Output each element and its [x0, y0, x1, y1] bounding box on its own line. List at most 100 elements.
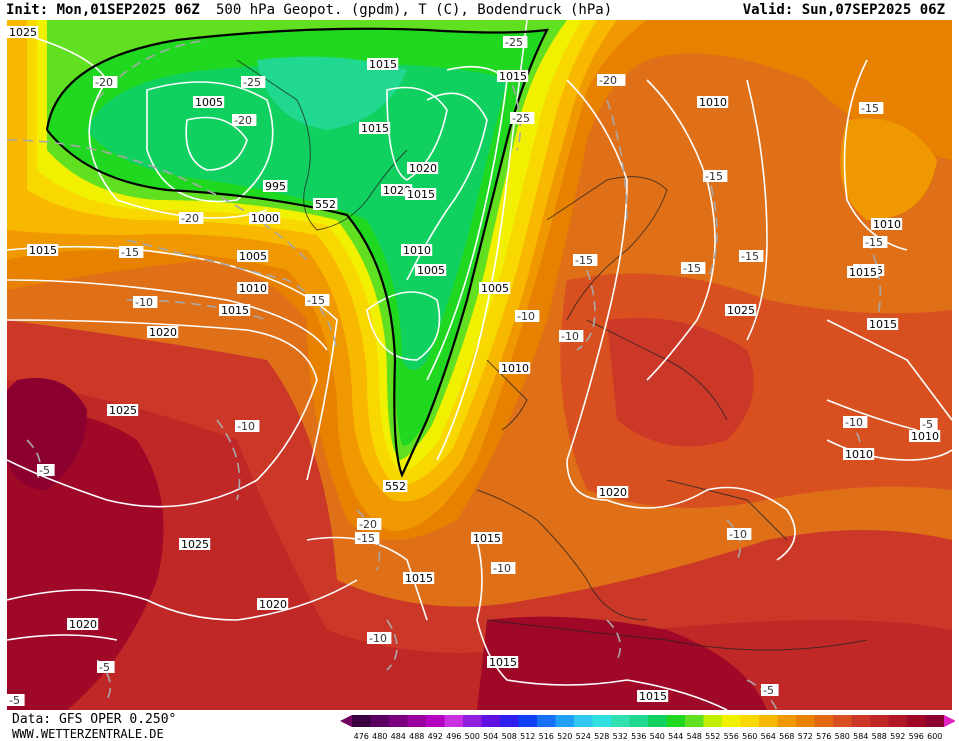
- legend-swatch: [888, 715, 908, 727]
- isobar-label: 1010: [871, 218, 903, 231]
- legend-tick-label: 596: [909, 732, 924, 741]
- legend-swatch: [481, 715, 501, 727]
- legend-swatch: [851, 715, 871, 727]
- temperature-label: -10: [843, 416, 868, 429]
- legend-tick-label: 504: [483, 732, 498, 741]
- legend-swatch: [407, 715, 427, 727]
- svg-text:1010: 1010: [845, 448, 873, 461]
- temperature-label: -10: [133, 296, 158, 309]
- isobar-label: 1005: [193, 96, 225, 109]
- isobar-label: 1010: [401, 244, 433, 257]
- legend-swatch: [685, 715, 704, 727]
- temperature-label: -15: [681, 262, 706, 275]
- svg-text:-10: -10: [517, 310, 535, 323]
- legend-swatch: [703, 715, 723, 727]
- svg-text:-15: -15: [683, 262, 701, 275]
- svg-text:1005: 1005: [417, 264, 445, 277]
- legend-tick-label: 484: [391, 732, 406, 741]
- init-time: Init: Mon,01SEP2025 06Z: [6, 2, 200, 18]
- isobar-label: 1020: [597, 486, 629, 499]
- temperature-labels: -25-20-25-20-25-20-20-15-10-15-10-5-20-1…: [7, 36, 938, 707]
- svg-text:1005: 1005: [481, 282, 509, 295]
- svg-text:-20: -20: [234, 114, 252, 127]
- isobar-label: 1000: [249, 212, 281, 225]
- isobar-label: 1015: [637, 690, 669, 703]
- legend-swatch: [833, 715, 852, 727]
- svg-text:-15: -15: [865, 236, 883, 249]
- svg-text:1000: 1000: [251, 212, 279, 225]
- svg-text:1025: 1025: [9, 26, 37, 39]
- svg-text:-25: -25: [243, 76, 261, 89]
- legend-arrow-left: [340, 715, 352, 727]
- svg-text:-15: -15: [575, 254, 593, 267]
- legend-tick-label: 476: [354, 732, 369, 741]
- svg-text:-5: -5: [39, 464, 50, 477]
- svg-text:1005: 1005: [195, 96, 223, 109]
- svg-text:1015: 1015: [849, 266, 877, 279]
- svg-text:1010: 1010: [699, 96, 727, 109]
- legend-tick-label: 492: [428, 732, 443, 741]
- svg-text:-10: -10: [493, 562, 511, 575]
- legend-tick-label: 560: [742, 732, 757, 741]
- legend-tick-label: 528: [594, 732, 609, 741]
- svg-text:-20: -20: [359, 518, 377, 531]
- temperature-label: -25: [241, 76, 266, 89]
- legend-tick-label: 584: [853, 732, 868, 741]
- legend-swatch: [666, 715, 686, 727]
- valid-time: Valid: Sun,07SEP2025 06Z: [742, 2, 945, 18]
- svg-text:-15: -15: [741, 250, 759, 263]
- svg-text:1015: 1015: [499, 70, 527, 83]
- svg-text:-5: -5: [99, 661, 110, 674]
- isobar-label: 1020: [407, 162, 439, 175]
- svg-text:-20: -20: [181, 212, 199, 225]
- svg-text:-10: -10: [135, 296, 153, 309]
- legend-tick-label: 532: [613, 732, 628, 741]
- legend-swatch: [352, 715, 371, 727]
- legend-bar: 476 480 484 488 492 496 500 504 508 512 516 520 524 5…: [340, 715, 955, 741]
- legend-swatch: [629, 715, 649, 727]
- legend-tick-label: 512: [520, 732, 535, 741]
- temperature-label: -5: [7, 694, 25, 707]
- legend-swatch: [925, 715, 945, 727]
- legend-tick-label: 568: [779, 732, 794, 741]
- isobar-label: 1015: [405, 188, 437, 201]
- svg-text:1015: 1015: [369, 58, 397, 71]
- isobar-label: 1010: [697, 96, 729, 109]
- legend-swatch: [389, 715, 408, 727]
- temperature-label: -15: [119, 246, 144, 259]
- svg-text:-15: -15: [307, 294, 325, 307]
- svg-text:-10: -10: [237, 420, 255, 433]
- legend-tick-label: 496: [446, 732, 461, 741]
- legend-swatch: [592, 715, 612, 727]
- legend-tick-label: 580: [835, 732, 850, 741]
- svg-text:1015: 1015: [407, 188, 435, 201]
- svg-text:1020: 1020: [599, 486, 627, 499]
- temperature-label: -15: [859, 102, 884, 115]
- legend-swatch: [777, 715, 797, 727]
- legend-swatch: [759, 715, 778, 727]
- legend-swatch: [555, 715, 575, 727]
- temperature-label: -15: [355, 532, 380, 545]
- legend-tick-label: 480: [372, 732, 387, 741]
- svg-text:-5: -5: [922, 418, 933, 431]
- svg-text:1025: 1025: [181, 538, 209, 551]
- legend-tick-label: 536: [631, 732, 646, 741]
- temperature-label: -15: [863, 236, 888, 249]
- legend-tick-label: 548: [687, 732, 702, 741]
- svg-text:1010: 1010: [239, 282, 267, 295]
- temperature-label: -10: [367, 632, 392, 645]
- legend-tick-label: 520: [557, 732, 572, 741]
- data-source: Data: GFS OPER 0.250°: [12, 712, 177, 727]
- svg-text:-15: -15: [705, 170, 723, 183]
- svg-text:1020: 1020: [69, 618, 97, 631]
- svg-text:1015: 1015: [473, 532, 501, 545]
- legend-swatch: [463, 715, 482, 727]
- isobar-label: 1005: [415, 264, 447, 277]
- weather-map: 1025 1015 1015 1005 1010 1015 995 1000 552 1020 10…: [7, 20, 952, 710]
- legend-tick-label: 600: [927, 732, 942, 741]
- legend-tick-label: 588: [872, 732, 887, 741]
- isobar-label: 1025: [107, 404, 139, 417]
- legend-swatch: [426, 715, 445, 727]
- svg-text:-20: -20: [95, 76, 113, 89]
